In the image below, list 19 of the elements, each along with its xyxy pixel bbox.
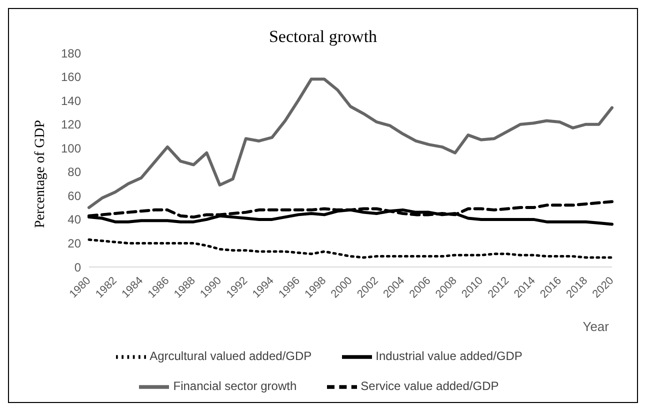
- legend-label: Financial sector growth: [173, 379, 297, 394]
- y-tick-label: 0: [74, 260, 82, 274]
- y-tick-label: 80: [68, 165, 82, 180]
- x-axis-title: Year: [582, 319, 609, 334]
- legend-label: Agrcultural valued added/GDP: [150, 349, 312, 364]
- legend-label: Service value added/GDP: [360, 379, 499, 394]
- line-series: [88, 78, 614, 210]
- y-axis-title: Percentage of GDP: [33, 120, 49, 228]
- y-tick-label: 180: [60, 46, 82, 60]
- y-tick-label: 20: [68, 236, 82, 250]
- y-tick-label: 140: [60, 94, 82, 108]
- y-tick-label: 100: [60, 141, 82, 156]
- legend-label: Industrial value added/GDP: [376, 349, 522, 364]
- y-tick-label: 60: [68, 188, 82, 203]
- y-tick-label: 160: [60, 70, 82, 84]
- y-tick-label: 120: [60, 118, 82, 132]
- y-tick-label: 40: [68, 212, 82, 227]
- chart-title: Sectoral growth: [268, 27, 378, 47]
- line-series: [88, 238, 614, 259]
